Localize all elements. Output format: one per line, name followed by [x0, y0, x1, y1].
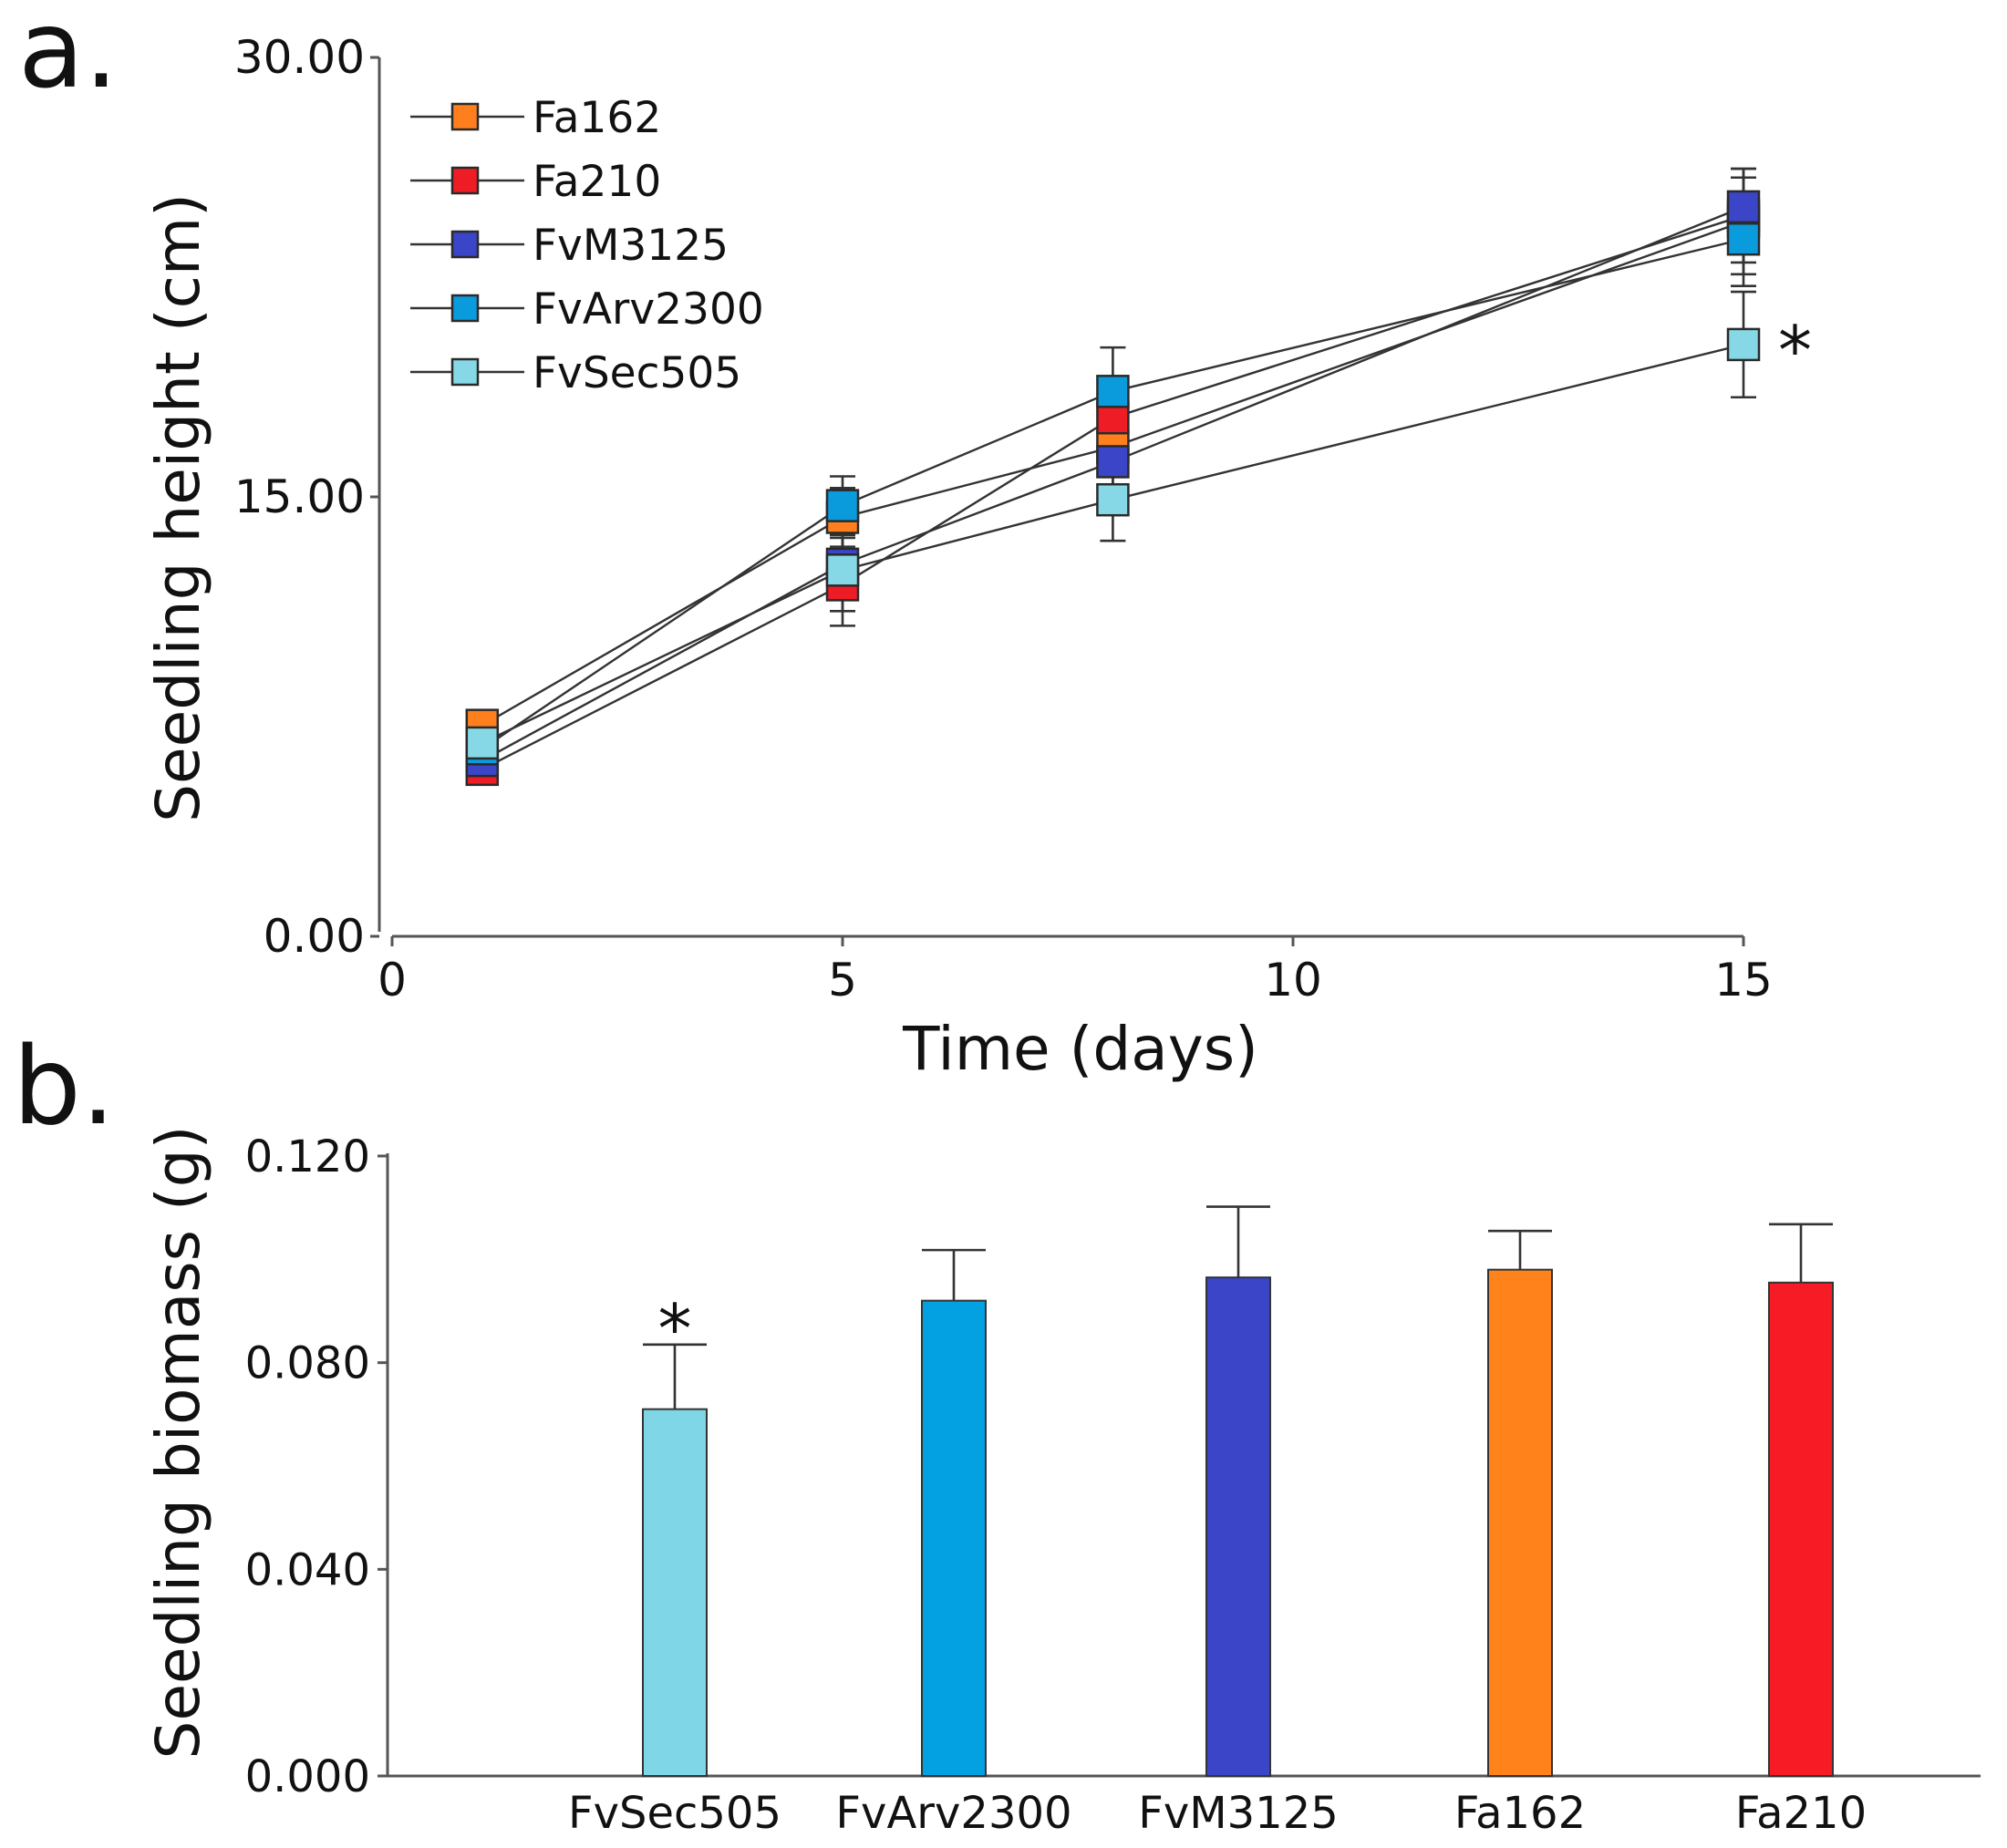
category-label-fvarv2300: FvArv2300 [835, 1788, 1071, 1839]
panel-a-y-tick-label: 30.00 [234, 31, 365, 84]
panel-a-x-tick-label: 10 [1264, 954, 1322, 1007]
bar-fa162 [1487, 1268, 1553, 1777]
series-line-fvsec505 [481, 343, 1744, 745]
panel-a-markers [465, 190, 1761, 787]
panel-a-significance-star: * [1778, 312, 1812, 390]
panel-a-line-chart: a. Seedling height (cm) Time (days) 0.00… [18, 0, 1812, 1084]
panel-a-label: a. [18, 0, 119, 112]
bar-fvm3125 [1205, 1276, 1271, 1777]
panel-a-y-ticks: 0.00 15.00 30.00 [234, 31, 379, 963]
marker-fvsec505 [1096, 482, 1130, 517]
marker-fvarv2300 [825, 489, 860, 522]
legend-label-fa162: Fa162 [533, 93, 661, 143]
panel-b-error-bars [643, 1205, 1833, 1409]
legend-marker-fa162 [450, 102, 480, 131]
category-label-fa162: Fa162 [1454, 1788, 1586, 1839]
marker-fvarv2300 [1726, 222, 1761, 256]
panel-b-category-labels: FvSec505 FvArv2300 FvM3125 Fa162 Fa210 [568, 1788, 1867, 1839]
series-line-fvarv2300 [481, 238, 1744, 750]
legend-label-fvm3125: FvM3125 [533, 221, 729, 271]
panel-a-y-axis-title: Seedling height (cm) [143, 193, 213, 822]
panel-a-y-tick-label: 0.00 [264, 910, 365, 963]
bar-fvsec505 [642, 1408, 708, 1777]
marker-fvm3125 [1726, 190, 1761, 224]
panel-b-y-ticks: 0.000 0.040 0.080 0.120 [245, 1131, 388, 1802]
category-label-fvm3125: FvM3125 [1138, 1788, 1339, 1839]
panel-b-y-tick-label: 0.040 [245, 1544, 370, 1595]
category-label-fvsec505: FvSec505 [568, 1788, 781, 1839]
error-bar-fvarv2300 [922, 1248, 986, 1301]
legend-label-fa210: Fa210 [533, 157, 661, 207]
panel-a-legend: Fa162 Fa210 FvM3125 FvArv2300 FvSec505 [410, 93, 764, 398]
panel-b-y-axis-title: Seedling biomass (g) [143, 1126, 213, 1760]
marker-fvsec505 [1726, 327, 1761, 362]
bar-fvarv2300 [921, 1299, 987, 1777]
panel-b-bar-chart: b. Seedling biomass (g) 0.0000.0400.0800… [13, 1023, 1981, 1839]
legend-marker-fvsec505 [450, 357, 480, 387]
error-bar-fa210 [1769, 1223, 1833, 1283]
panel-b-y-tick-label: 0.120 [245, 1131, 370, 1182]
series-line-fvm3125 [481, 205, 1744, 762]
panel-a-y-tick-label: 15.00 [234, 470, 365, 523]
panel-a-x-axis-title: Time (days) [902, 1014, 1258, 1084]
legend-label-fvarv2300: FvArv2300 [533, 284, 764, 335]
category-label-fa210: Fa210 [1735, 1788, 1867, 1839]
panel-a-x-tick-label: 5 [828, 954, 857, 1007]
error-bar-fvm3125 [1206, 1205, 1270, 1278]
marker-fvarv2300 [1096, 375, 1130, 408]
panel-a-x-tick-label: 15 [1714, 954, 1773, 1007]
marker-fvm3125 [1096, 445, 1130, 479]
series-line-fa210 [481, 214, 1744, 770]
error-bar-fvsec505 [643, 1343, 707, 1409]
error-bar-fa162 [1488, 1229, 1552, 1270]
legend-label-fvsec505: FvSec505 [533, 348, 741, 398]
panel-b-bars [642, 1268, 1834, 1778]
marker-fvsec505 [465, 726, 500, 760]
panel-b-y-tick-label: 0.080 [245, 1338, 370, 1389]
panel-a-x-ticks: 0 5 10 15 [378, 936, 1773, 1007]
legend-marker-fvarv2300 [450, 294, 480, 323]
marker-fvsec505 [825, 553, 860, 587]
panel-a-x-tick-label: 0 [378, 954, 407, 1007]
panel-b-y-tick-label: 0.000 [245, 1751, 370, 1802]
panel-a-series-lines [481, 205, 1744, 770]
legend-marker-fvm3125 [450, 230, 480, 259]
panel-b-label: b. [13, 1023, 115, 1149]
legend-marker-fa210 [450, 166, 480, 195]
panel-b-significance-star: * [658, 1290, 692, 1368]
bar-fa210 [1768, 1281, 1834, 1778]
